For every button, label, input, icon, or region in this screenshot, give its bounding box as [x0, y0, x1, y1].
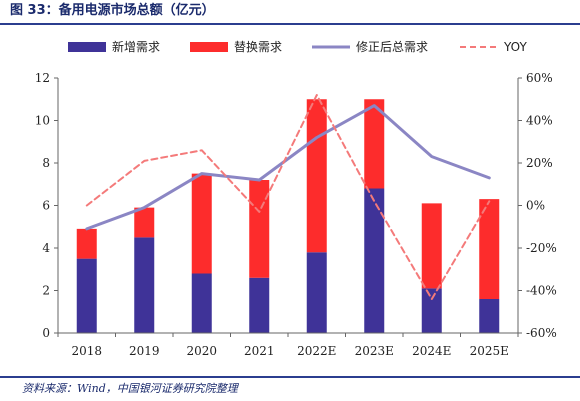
y-right-tick-label: 0% — [526, 199, 545, 213]
yoy-line — [85, 94, 491, 300]
bar-replacement-2024E — [421, 203, 442, 289]
chart: 新增需求 替换需求 修正后总需求 YOY 024681012-60%-40%-20%0… — [35, 39, 557, 358]
y-left-tick-label: 6 — [42, 199, 50, 213]
x-tick-label: 2025E — [470, 344, 509, 358]
legend-swatch — [190, 42, 228, 52]
legend: 新增需求 替换需求 修正后总需求 YOY — [68, 39, 527, 54]
bar-new-2021 — [249, 277, 270, 333]
bar-new-2023E — [364, 188, 385, 333]
y-right-tick-label: 40% — [526, 114, 553, 128]
x-tick-label: 2020 — [186, 344, 217, 358]
y-left-tick-label: 2 — [42, 284, 50, 298]
x-tick-label: 2023E — [355, 344, 394, 358]
total-demand-line — [85, 104, 491, 231]
bar-replacement-2020 — [191, 173, 212, 274]
x-tick-label: 2024E — [412, 344, 451, 358]
x-tick-label: 2021 — [244, 344, 275, 358]
y-right-tick-label: -20% — [526, 241, 557, 255]
legend-item: 替换需求 — [190, 40, 282, 54]
y-right-tick-label: 20% — [526, 156, 553, 170]
y-left-tick-label: 10 — [35, 114, 50, 128]
source-note: 资料来源：Wind，中国银河证券研究院整理 — [22, 382, 238, 395]
y-left-tick-label: 0 — [42, 326, 50, 340]
bars-layer — [76, 99, 500, 333]
x-tick-label: 2019 — [129, 344, 160, 358]
bar-new-2018 — [76, 258, 97, 333]
legend-item: 修正后总需求 — [312, 39, 428, 54]
legend-label: YOY — [503, 40, 527, 54]
y-right-tick-label: -40% — [526, 284, 557, 298]
legend-swatch — [68, 42, 106, 52]
x-tick-label: 2018 — [71, 344, 102, 358]
legend-item: YOY — [460, 40, 527, 54]
y-left-tick-label: 4 — [42, 241, 50, 255]
lines-layer — [85, 94, 491, 300]
source-rule — [0, 376, 580, 378]
y-left-tick-label: 12 — [35, 71, 50, 85]
bar-replacement-2023E — [364, 99, 385, 189]
figure-title: 图 33：备用电源市场总额（亿元） — [10, 3, 215, 18]
legend-item: 新增需求 — [68, 39, 160, 54]
y-right-tick-label: 60% — [526, 71, 553, 85]
bar-new-2025E — [479, 299, 500, 333]
title-rule — [0, 23, 580, 25]
y-right-tick-label: -60% — [526, 326, 557, 340]
y-left-tick-label: 8 — [42, 156, 50, 170]
bar-replacement-2025E — [479, 199, 500, 299]
bar-replacement-2019 — [134, 207, 155, 238]
bar-new-2019 — [134, 237, 155, 333]
bar-replacement-2018 — [76, 228, 97, 259]
bar-new-2020 — [191, 273, 212, 333]
legend-label: 修正后总需求 — [356, 39, 428, 54]
bar-new-2024E — [421, 288, 442, 333]
legend-label: 替换需求 — [234, 40, 282, 54]
bar-replacement-2021 — [249, 180, 270, 278]
axes-layer: 0 2 4 6 8 10 12 -60% -40% -20% 0% 20% 40% 60% 2018 2019… — [35, 71, 557, 358]
bar-new-2022E — [306, 252, 327, 333]
legend-label: 新增需求 — [112, 39, 160, 54]
x-tick-label: 2022E — [297, 344, 336, 358]
bar-replacement-2022E — [306, 99, 327, 253]
